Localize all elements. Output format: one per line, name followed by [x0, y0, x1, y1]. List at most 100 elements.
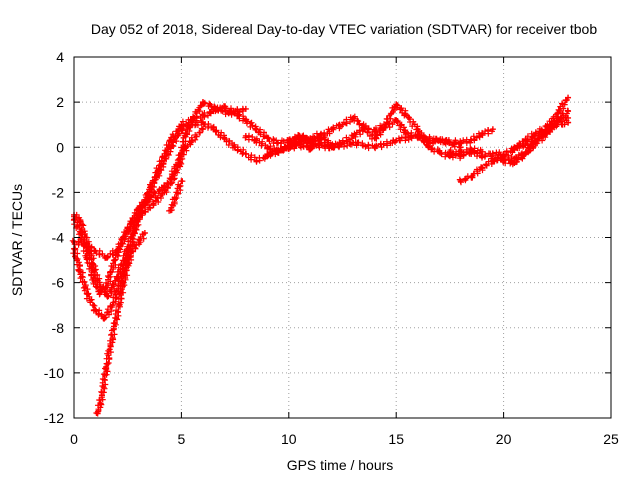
- data-point: [141, 229, 148, 236]
- data-point: [479, 164, 486, 171]
- data-point: [565, 108, 572, 115]
- y-tick-label: -6: [52, 275, 65, 291]
- y-tick-label: -2: [52, 184, 65, 200]
- data-point: [457, 139, 464, 146]
- data-point: [176, 162, 183, 169]
- data-point: [242, 117, 249, 124]
- tick-layer: 0 5 10 15 20 25 -12 -10 -8 -6 -4 -2 0 2 4: [44, 49, 619, 447]
- data-point: [199, 112, 206, 119]
- grid-layer: [74, 57, 611, 418]
- x-tick-label: 10: [281, 431, 297, 447]
- series-track-4: [93, 229, 148, 417]
- data-point: [156, 187, 163, 194]
- data-point: [81, 241, 88, 248]
- series-track-1: [71, 103, 314, 300]
- data-point: [113, 248, 120, 255]
- data-point: [90, 261, 97, 268]
- data-point: [178, 178, 185, 185]
- y-tick-label: -12: [44, 410, 64, 426]
- data-point: [446, 148, 453, 155]
- data-point: [217, 105, 224, 112]
- y-tick-label: -8: [52, 320, 65, 336]
- data-point: [393, 117, 400, 124]
- data-point: [92, 306, 99, 313]
- x-tick-label: 15: [388, 431, 404, 447]
- y-tick-label: 2: [56, 94, 64, 110]
- data-point: [393, 101, 400, 108]
- data-point: [156, 166, 163, 173]
- data-point: [242, 151, 249, 158]
- data-point: [116, 302, 123, 309]
- data-point: [124, 227, 131, 234]
- data-point: [83, 252, 90, 259]
- data-point: [489, 126, 496, 133]
- data-point: [328, 126, 335, 133]
- data-point: [307, 146, 314, 153]
- data-point: [360, 123, 367, 130]
- data-point: [208, 103, 215, 110]
- data-point: [500, 157, 507, 164]
- data-point: [225, 110, 232, 117]
- data-point: [264, 144, 271, 151]
- data-point: [242, 132, 249, 139]
- data-point: [128, 248, 135, 255]
- data-point: [171, 196, 178, 203]
- data-point: [532, 137, 539, 144]
- data-point: [468, 148, 475, 155]
- y-tick-label: -10: [44, 365, 64, 381]
- data-point: [275, 139, 282, 146]
- series-track-5: [69, 99, 249, 261]
- data-point: [109, 302, 116, 309]
- data-point: [371, 135, 378, 142]
- data-point: [167, 180, 174, 187]
- data-point: [139, 209, 146, 216]
- data-point: [105, 293, 112, 300]
- data-point: [522, 151, 529, 158]
- data-point: [103, 254, 110, 261]
- data-point: [403, 112, 410, 119]
- data-point: [253, 126, 260, 133]
- data-point: [457, 153, 464, 160]
- data-point: [210, 126, 217, 133]
- y-tick-label: 4: [56, 49, 64, 65]
- data-point: [167, 207, 174, 214]
- data-point: [554, 117, 561, 124]
- data-point: [565, 114, 572, 121]
- data-point: [253, 157, 260, 164]
- data-point: [285, 139, 292, 146]
- data-point: [77, 229, 84, 236]
- data-point: [393, 137, 400, 144]
- data-point: [150, 200, 157, 207]
- data-point: [264, 135, 271, 142]
- data-point: [199, 126, 206, 133]
- data-point: [350, 139, 357, 146]
- data-point: [124, 261, 131, 268]
- data-point: [94, 410, 101, 417]
- series-track-6: [166, 178, 186, 214]
- series-track-9: [285, 126, 496, 152]
- data-point: [221, 135, 228, 142]
- data-point: [554, 110, 561, 117]
- y-axis-label: SDTVAR / TECUs: [9, 184, 25, 296]
- x-tick-label: 25: [603, 431, 619, 447]
- data-point: [511, 144, 518, 151]
- data-point: [232, 144, 239, 151]
- data-point: [382, 121, 389, 128]
- data-point: [307, 135, 314, 142]
- data-point: [221, 103, 228, 110]
- data-point: [489, 155, 496, 162]
- data-point: [253, 137, 260, 144]
- data-point: [242, 105, 249, 112]
- data-point: [371, 128, 378, 135]
- data-point: [468, 137, 475, 144]
- data-point: [146, 196, 153, 203]
- data-point: [350, 114, 357, 121]
- data-point: [414, 126, 421, 133]
- data-point: [339, 121, 346, 128]
- data-point: [135, 205, 142, 212]
- data-point: [275, 148, 282, 155]
- y-tick-label: 0: [56, 139, 64, 155]
- data-point: [191, 114, 198, 121]
- data-point: [436, 137, 443, 144]
